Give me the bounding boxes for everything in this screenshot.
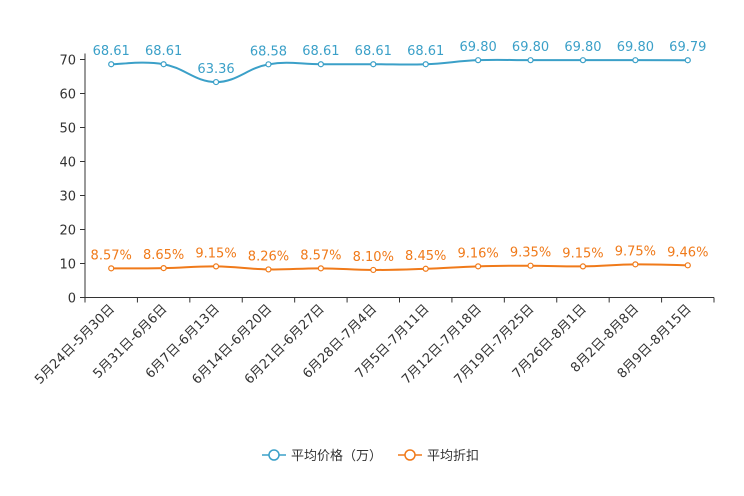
- y-tick-label: 20: [59, 224, 76, 239]
- data-point[interactable]: [317, 265, 324, 272]
- data-label: 9.46%: [667, 245, 708, 260]
- data-label: 8.45%: [405, 249, 446, 264]
- data-label: 69.80: [617, 40, 654, 55]
- data-label: 69.80: [564, 40, 601, 55]
- x-axis-ticks: 5月24日-5月30日5月31日-6月6日6月7日-6月13日6月14日-6月2…: [32, 297, 715, 388]
- data-label: 9.16%: [457, 246, 498, 261]
- data-label: 69.80: [512, 40, 549, 55]
- legend-item-discount[interactable]: 平均折扣: [398, 449, 479, 464]
- y-tick-label: 40: [59, 156, 76, 171]
- y-axis-ticks: 0 10 20 30 40 50 60 70: [59, 54, 85, 307]
- data-point[interactable]: [108, 265, 115, 272]
- data-point[interactable]: [684, 57, 691, 64]
- data-point[interactable]: [160, 264, 167, 272]
- data-label: 8.57%: [91, 248, 132, 263]
- series-line: [111, 58, 688, 84]
- data-label: 68.58: [250, 44, 287, 59]
- legend-price-label: 平均价格（万）: [291, 448, 382, 464]
- legend-discount-label: 平均折扣: [427, 449, 479, 464]
- data-label: 63.36: [197, 62, 234, 77]
- data-label: 8.65%: [143, 248, 184, 263]
- y-tick-label: 10: [59, 258, 76, 273]
- data-point[interactable]: [579, 263, 587, 270]
- data-point[interactable]: [212, 263, 220, 270]
- data-point[interactable]: [212, 78, 220, 86]
- data-point[interactable]: [370, 61, 377, 68]
- data-point[interactable]: [527, 262, 534, 269]
- y-tick-label: 30: [59, 190, 76, 205]
- data-point[interactable]: [422, 265, 429, 272]
- data-point[interactable]: [579, 57, 587, 64]
- data-point[interactable]: [475, 57, 482, 64]
- data-point[interactable]: [632, 261, 639, 268]
- y-tick-label: 60: [59, 88, 76, 103]
- y-tick-label: 50: [59, 122, 76, 137]
- series-line: [111, 263, 688, 271]
- legend-price-marker-icon: [268, 449, 280, 461]
- data-label: 8.57%: [300, 248, 341, 263]
- data-point[interactable]: [475, 263, 482, 270]
- data-label: 9.15%: [562, 246, 603, 261]
- data-label: 8.10%: [353, 250, 394, 265]
- data-point[interactable]: [684, 262, 691, 269]
- data-label: 68.61: [93, 44, 130, 59]
- data-point[interactable]: [370, 266, 377, 274]
- data-label: 68.61: [407, 44, 444, 59]
- data-label: 68.61: [355, 44, 392, 59]
- legend-item-price[interactable]: 平均价格（万）: [262, 448, 382, 464]
- y-tick-label: 70: [59, 54, 76, 69]
- data-point[interactable]: [108, 61, 115, 68]
- data-point[interactable]: [160, 61, 167, 68]
- data-label: 9.15%: [195, 246, 236, 261]
- data-label: 68.61: [145, 44, 182, 59]
- data-point[interactable]: [527, 57, 534, 64]
- data-label: 9.35%: [510, 246, 551, 261]
- data-label: 9.75%: [615, 244, 656, 259]
- data-point[interactable]: [632, 57, 639, 64]
- series-0: 68.61 68.61 63.36 68.58 68.61 68.61 68.61 69.80…: [93, 40, 706, 86]
- data-label: 69.79: [669, 40, 706, 55]
- legend[interactable]: 平均价格（万） 平均折扣: [262, 448, 479, 464]
- legend-discount-marker-icon: [404, 449, 416, 461]
- series-1: 8.57% 8.65% 9.15% 8.26% 8.57% 8.10% 8.45% 9.16%…: [91, 244, 708, 274]
- data-label: 68.61: [302, 44, 339, 59]
- data-point[interactable]: [317, 61, 324, 68]
- data-label: 8.26%: [248, 249, 289, 264]
- series-group: 68.61 68.61 63.36 68.58 68.61 68.61 68.61 69.80…: [91, 40, 708, 274]
- data-point[interactable]: [265, 61, 272, 68]
- y-tick-label: 0: [68, 292, 76, 307]
- data-point[interactable]: [422, 61, 429, 68]
- data-point[interactable]: [265, 266, 272, 273]
- data-label: 69.80: [460, 40, 497, 55]
